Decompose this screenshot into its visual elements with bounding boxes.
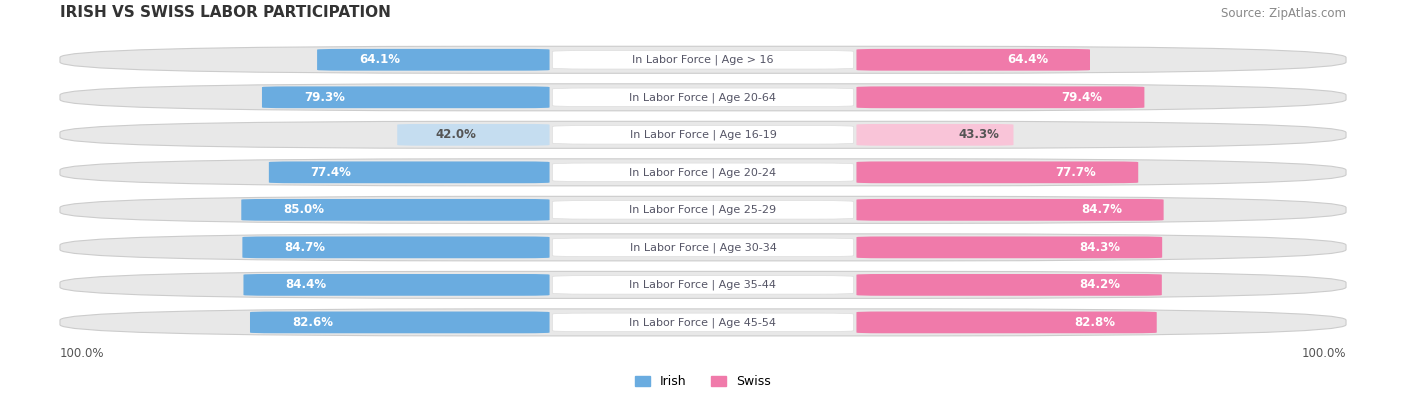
Text: 82.6%: 82.6% <box>292 316 333 329</box>
Text: In Labor Force | Age 35-44: In Labor Force | Age 35-44 <box>630 280 776 290</box>
Text: In Labor Force | Age 20-64: In Labor Force | Age 20-64 <box>630 92 776 103</box>
Text: 77.4%: 77.4% <box>311 166 352 179</box>
FancyBboxPatch shape <box>553 276 853 294</box>
FancyBboxPatch shape <box>856 124 1014 146</box>
Text: 64.1%: 64.1% <box>359 53 399 66</box>
Text: 79.4%: 79.4% <box>1062 91 1102 104</box>
FancyBboxPatch shape <box>856 274 1161 296</box>
FancyBboxPatch shape <box>269 162 550 183</box>
Text: 100.0%: 100.0% <box>1302 347 1346 360</box>
Text: In Labor Force | Age 20-24: In Labor Force | Age 20-24 <box>630 167 776 178</box>
Text: 84.4%: 84.4% <box>285 278 326 292</box>
FancyBboxPatch shape <box>60 84 1346 111</box>
Text: 100.0%: 100.0% <box>60 347 104 360</box>
FancyBboxPatch shape <box>242 237 550 258</box>
Text: Source: ZipAtlas.com: Source: ZipAtlas.com <box>1220 8 1346 21</box>
FancyBboxPatch shape <box>243 274 550 296</box>
FancyBboxPatch shape <box>318 49 550 71</box>
FancyBboxPatch shape <box>60 309 1346 336</box>
Legend: Irish, Swiss: Irish, Swiss <box>630 370 776 393</box>
FancyBboxPatch shape <box>856 312 1157 333</box>
FancyBboxPatch shape <box>262 87 550 108</box>
Text: In Labor Force | Age > 16: In Labor Force | Age > 16 <box>633 55 773 65</box>
FancyBboxPatch shape <box>60 271 1346 298</box>
FancyBboxPatch shape <box>60 46 1346 73</box>
Text: In Labor Force | Age 25-29: In Labor Force | Age 25-29 <box>630 205 776 215</box>
Text: 64.4%: 64.4% <box>1007 53 1047 66</box>
FancyBboxPatch shape <box>242 199 550 221</box>
Text: 42.0%: 42.0% <box>436 128 477 141</box>
FancyBboxPatch shape <box>856 199 1164 221</box>
FancyBboxPatch shape <box>856 49 1090 71</box>
FancyBboxPatch shape <box>398 124 550 146</box>
Text: 79.3%: 79.3% <box>304 91 344 104</box>
FancyBboxPatch shape <box>553 88 853 107</box>
Text: IRISH VS SWISS LABOR PARTICIPATION: IRISH VS SWISS LABOR PARTICIPATION <box>60 6 391 21</box>
FancyBboxPatch shape <box>250 312 550 333</box>
FancyBboxPatch shape <box>553 126 853 144</box>
Text: 84.7%: 84.7% <box>284 241 325 254</box>
Text: In Labor Force | Age 45-54: In Labor Force | Age 45-54 <box>630 317 776 327</box>
FancyBboxPatch shape <box>856 237 1163 258</box>
FancyBboxPatch shape <box>60 121 1346 148</box>
Text: 77.7%: 77.7% <box>1056 166 1097 179</box>
FancyBboxPatch shape <box>60 159 1346 186</box>
FancyBboxPatch shape <box>553 163 853 182</box>
FancyBboxPatch shape <box>553 313 853 332</box>
FancyBboxPatch shape <box>553 238 853 257</box>
Text: 85.0%: 85.0% <box>283 203 325 216</box>
FancyBboxPatch shape <box>856 162 1139 183</box>
FancyBboxPatch shape <box>60 196 1346 223</box>
Text: 82.8%: 82.8% <box>1074 316 1115 329</box>
Text: 84.7%: 84.7% <box>1081 203 1122 216</box>
FancyBboxPatch shape <box>553 201 853 219</box>
Text: 84.3%: 84.3% <box>1080 241 1121 254</box>
FancyBboxPatch shape <box>60 234 1346 261</box>
FancyBboxPatch shape <box>856 87 1144 108</box>
FancyBboxPatch shape <box>553 51 853 69</box>
Text: In Labor Force | Age 16-19: In Labor Force | Age 16-19 <box>630 130 776 140</box>
Text: In Labor Force | Age 30-34: In Labor Force | Age 30-34 <box>630 242 776 253</box>
Text: 43.3%: 43.3% <box>959 128 1000 141</box>
Text: 84.2%: 84.2% <box>1078 278 1121 292</box>
